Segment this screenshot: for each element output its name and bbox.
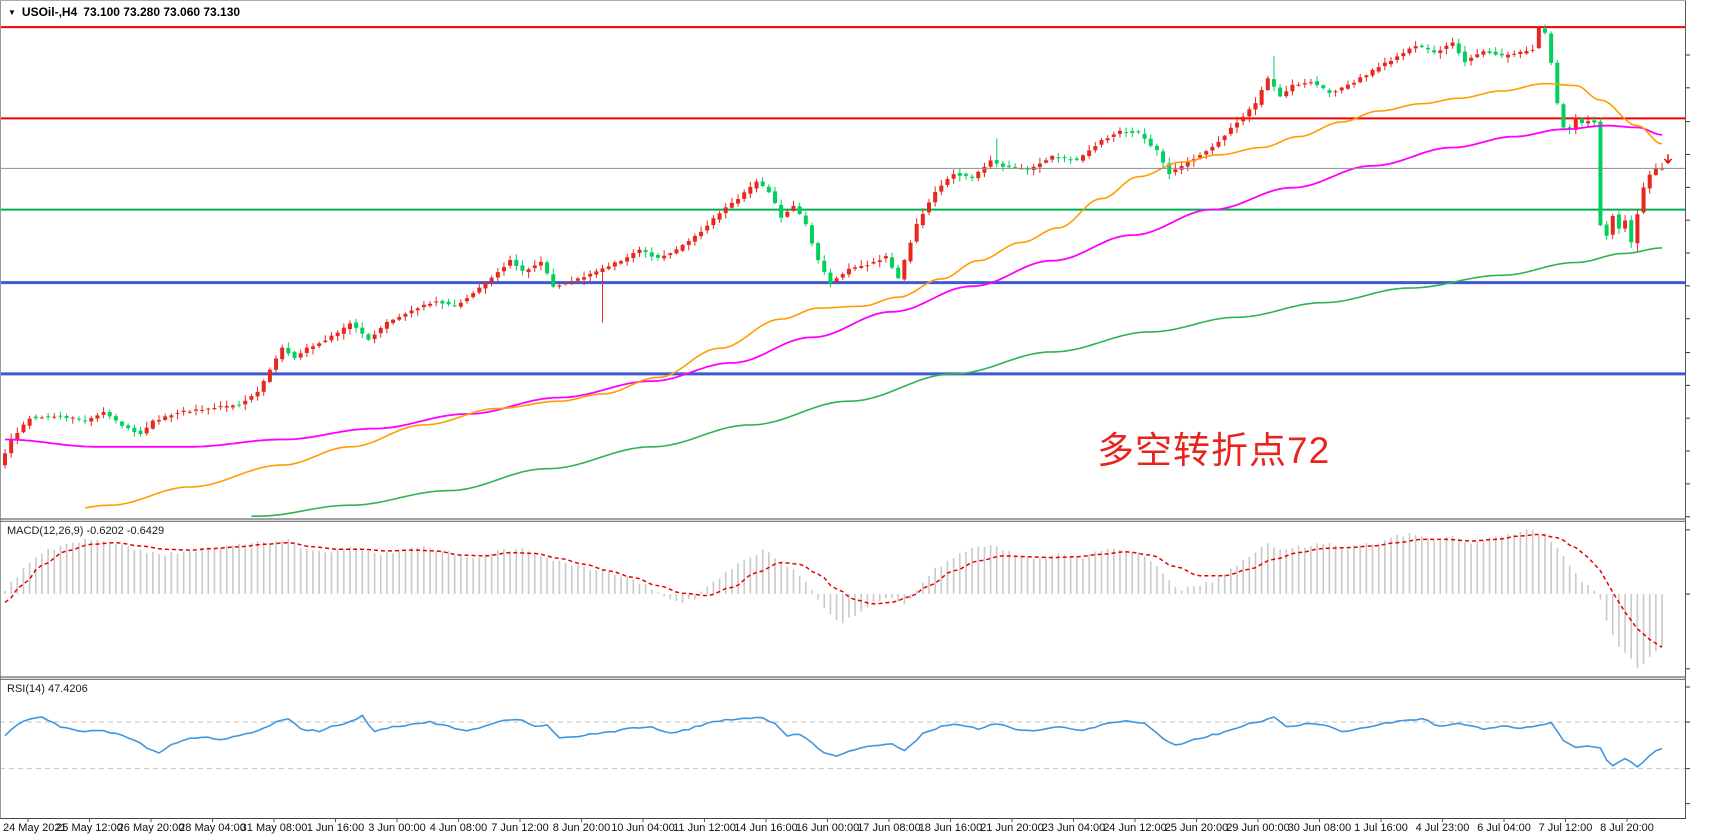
time-label: 7 Jun 12:00 xyxy=(491,822,549,834)
time-label: 6 Jul 04:00 xyxy=(1477,822,1531,834)
time-label: 8 Jun 20:00 xyxy=(552,822,611,834)
macd-indicator-label: MACD(12,26,9) -0.6202 -0.6429 xyxy=(7,525,164,537)
time-label: 23 Jun 04:00 xyxy=(1041,822,1106,834)
time-label: 30 Jun 08:00 xyxy=(1287,822,1352,834)
time-label: 29 Jun 00:00 xyxy=(1226,822,1290,834)
time-label: 18 Jun 16:00 xyxy=(918,822,983,834)
time-label: 24 May 2021 xyxy=(3,822,67,834)
time-label: 7 Jul 12:00 xyxy=(1538,822,1593,834)
time-label: 17 Jun 08:00 xyxy=(857,822,921,834)
time-label: 4 Jul 23:00 xyxy=(1415,822,1470,834)
time-label: 28 May 04:00 xyxy=(179,822,246,834)
time-label: 24 Jun 12:00 xyxy=(1103,822,1167,834)
time-label: 10 Jun 04:00 xyxy=(611,822,675,834)
time-label: 14 Jun 16:00 xyxy=(734,822,798,834)
time-label: 25 May 12:00 xyxy=(56,822,123,834)
chart-text-annotation: 多空转折点72 xyxy=(1097,430,1331,471)
time-label: 3 Jun 00:00 xyxy=(368,822,426,834)
chart-symbol-period: USOil-,H4 xyxy=(21,5,78,19)
time-axis[interactable]: 24 May 2021 25 May 12:00 26 May 20:00 28 Ma… xyxy=(0,818,1686,839)
chart-ohlc-values: 73.100 73.280 73.060 73.130 xyxy=(83,5,241,19)
price-axis[interactable]: 76.23575.33574.41073.51072.61071.71070.8… xyxy=(1686,0,1722,839)
time-label: 21 Jun 20:00 xyxy=(980,822,1044,834)
time-label: 16 Jun 00:00 xyxy=(795,822,860,834)
time-label: 1 Jun 16:00 xyxy=(306,822,365,834)
rsi-values: 47.4206 xyxy=(47,683,88,695)
time-label: 11 Jun 12:00 xyxy=(673,822,736,834)
time-label: 8 Jul 20:00 xyxy=(1600,822,1654,834)
time-label: 4 Jun 08:00 xyxy=(429,822,488,834)
macd-name: MACD(12,26,9) xyxy=(7,525,84,537)
time-label: 25 Jun 20:00 xyxy=(1164,822,1229,834)
macd-values: -0.6202 -0.6429 xyxy=(86,525,165,537)
time-label: 31 May 08:00 xyxy=(240,822,308,834)
chart-dropdown-icon[interactable]: ▼ xyxy=(8,7,16,17)
rsi-name: RSI(14) xyxy=(7,683,45,695)
rsi-indicator-label: RSI(14) 47.4206 xyxy=(7,683,88,695)
time-label: 26 May 20:00 xyxy=(117,822,185,834)
chart-title-bar: ▼ USOil-,H4 73.100 73.280 73.060 73.130 xyxy=(8,5,240,19)
time-label: 1 Jul 16:00 xyxy=(1354,822,1408,834)
